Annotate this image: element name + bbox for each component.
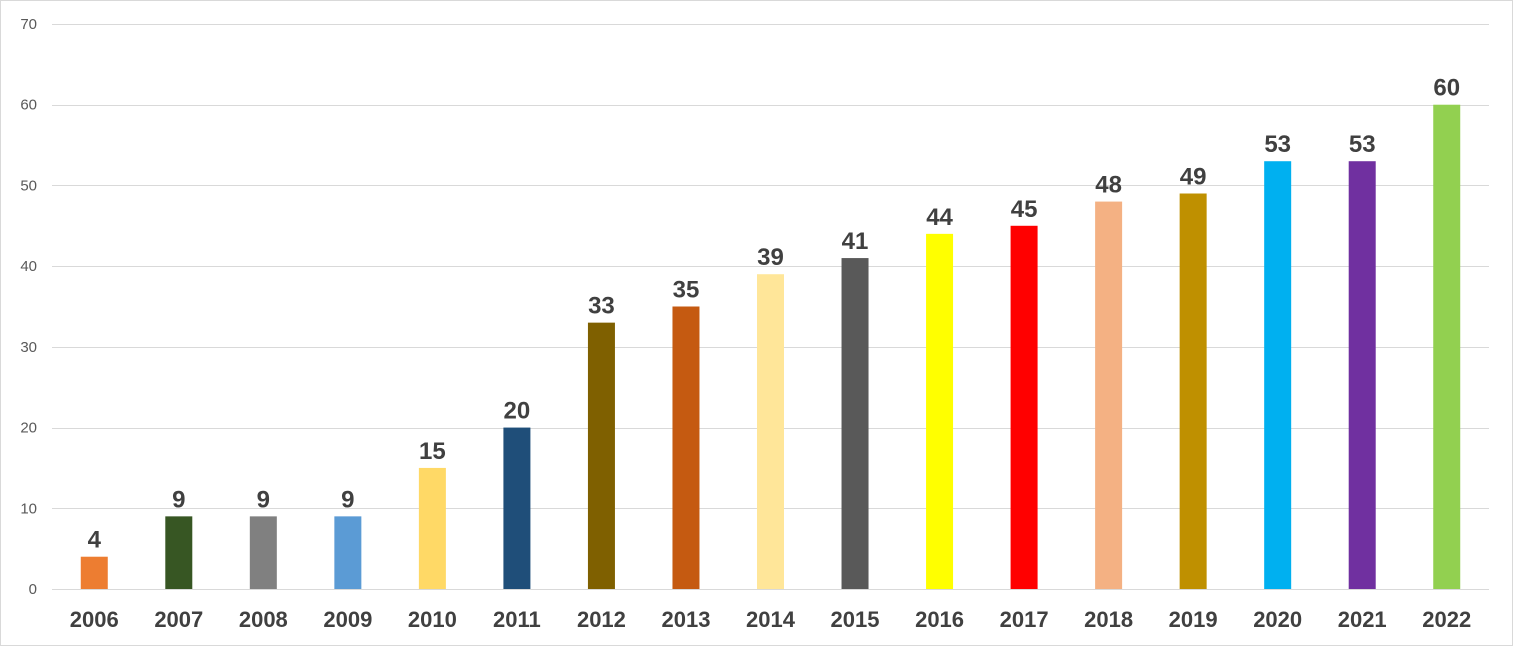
x-tick-label-2006: 2006 xyxy=(70,607,119,632)
y-tick-label: 0 xyxy=(29,581,37,598)
x-tick-label-2007: 2007 xyxy=(154,607,203,632)
data-label-2013: 35 xyxy=(673,277,700,304)
y-tick-label: 30 xyxy=(20,339,37,356)
bar-2022 xyxy=(1433,104,1461,589)
data-label-2011: 20 xyxy=(504,398,531,425)
bar-2021 xyxy=(1348,161,1376,589)
y-tick-label: 20 xyxy=(20,420,37,437)
data-label-2018: 48 xyxy=(1095,172,1122,199)
x-tick-label-2008: 2008 xyxy=(239,607,288,632)
bar-2016 xyxy=(926,233,954,589)
data-label-2009: 9 xyxy=(341,486,354,513)
y-tick-label: 10 xyxy=(20,500,37,517)
x-tick-label-2022: 2022 xyxy=(1422,607,1471,632)
data-label-2014: 39 xyxy=(757,244,784,271)
bar-2009 xyxy=(334,516,362,589)
data-label-2022: 60 xyxy=(1433,75,1460,102)
bar-2012 xyxy=(587,322,615,589)
x-tick-label-2012: 2012 xyxy=(577,607,626,632)
x-tick-label-2013: 2013 xyxy=(661,607,710,632)
x-tick-label-2016: 2016 xyxy=(915,607,964,632)
x-tick-label-2010: 2010 xyxy=(408,607,457,632)
x-tick-label-2021: 2021 xyxy=(1338,607,1387,632)
bar-2018 xyxy=(1095,201,1123,590)
data-label-2012: 33 xyxy=(588,293,615,320)
data-label-2007: 9 xyxy=(172,486,185,513)
data-label-2015: 41 xyxy=(842,228,869,255)
x-tick-label-2017: 2017 xyxy=(1000,607,1049,632)
data-label-2010: 15 xyxy=(419,438,446,465)
x-tick-label-2020: 2020 xyxy=(1253,607,1302,632)
x-tick-label-2009: 2009 xyxy=(323,607,372,632)
data-label-2021: 53 xyxy=(1349,131,1376,158)
y-tick-label: 40 xyxy=(20,258,37,275)
bar-2006 xyxy=(80,556,108,589)
y-axis-ticks: 0 10 20 30 40 50 60 70 xyxy=(20,16,37,598)
data-label-2016: 44 xyxy=(926,204,953,231)
bar-2013 xyxy=(672,306,700,589)
data-label-2020: 53 xyxy=(1264,131,1291,158)
data-label-2006: 4 xyxy=(88,527,102,554)
x-axis-ticks: 2006 2007 2008 2009 2010 2011 2012 2013 2014 2015… xyxy=(70,607,1471,632)
data-label-2008: 9 xyxy=(257,486,270,513)
bar-2007 xyxy=(165,516,193,589)
y-tick-label: 60 xyxy=(20,97,37,114)
x-tick-label-2019: 2019 xyxy=(1169,607,1218,632)
data-label-2019: 49 xyxy=(1180,164,1207,191)
y-tick-label: 70 xyxy=(20,16,37,33)
x-tick-label-2011: 2011 xyxy=(493,607,541,632)
y-tick-label: 50 xyxy=(20,177,37,194)
x-tick-label-2014: 2014 xyxy=(746,607,796,632)
bar-2017 xyxy=(1010,225,1038,590)
bar-2014 xyxy=(757,274,784,589)
bar-2011 xyxy=(503,427,531,589)
data-label-2017: 45 xyxy=(1011,196,1038,223)
x-tick-label-2015: 2015 xyxy=(831,607,880,632)
bar-2010 xyxy=(418,467,446,589)
bar-2015 xyxy=(841,258,869,589)
bars xyxy=(80,104,1461,590)
bar-2019 xyxy=(1179,193,1207,589)
x-tick-label-2018: 2018 xyxy=(1084,607,1133,632)
bar-2008 xyxy=(249,516,277,589)
bar-2020 xyxy=(1264,161,1292,589)
